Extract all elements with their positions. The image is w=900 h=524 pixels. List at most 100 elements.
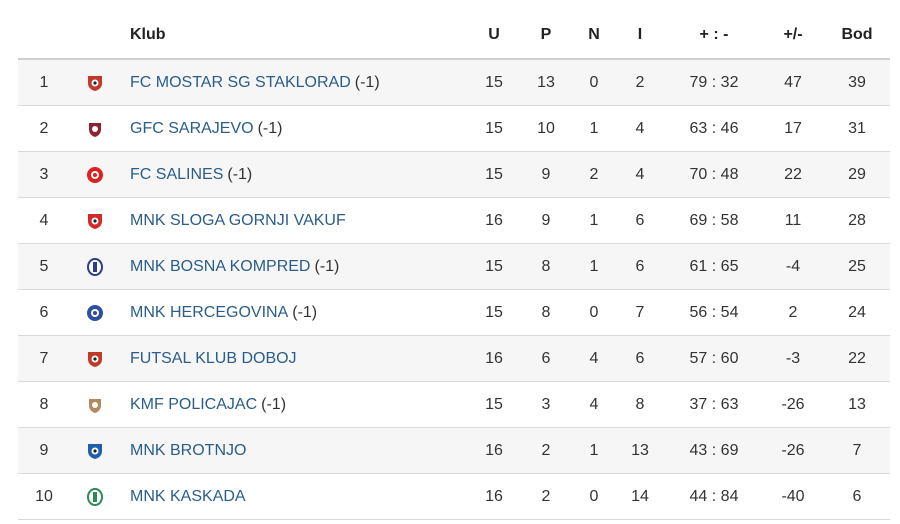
table-row: 2 GFC SARAJEVO (-1) 15 10 1 4 63 : 46 17 31 bbox=[18, 106, 890, 152]
draws: 1 bbox=[589, 257, 599, 275]
table-row: 5 MNK BOSNA KOMPRED (-1) 15 8 1 6 61 : 65 -4 25 bbox=[18, 244, 890, 290]
wins: 9 bbox=[541, 211, 551, 229]
goal-diff: -40 bbox=[781, 487, 805, 505]
goal-diff: 2 bbox=[788, 303, 798, 321]
losses: 6 bbox=[635, 257, 645, 275]
table-row: 3 FC SALINES (-1) 15 9 2 4 70 : 48 22 29 bbox=[18, 152, 890, 198]
played: 15 bbox=[485, 165, 503, 183]
rank: 5 bbox=[39, 257, 49, 275]
goal-diff: 22 bbox=[784, 165, 802, 183]
losses: 4 bbox=[635, 119, 645, 137]
draws: 0 bbox=[589, 487, 599, 505]
point-deduction: (-1) bbox=[227, 165, 253, 183]
losses: 4 bbox=[635, 165, 645, 183]
goals: 79 : 32 bbox=[689, 73, 739, 91]
played: 16 bbox=[485, 211, 503, 229]
club-cell: MNK BOSNA KOMPRED (-1) bbox=[130, 244, 470, 289]
goals: 44 : 84 bbox=[689, 487, 739, 505]
club-logo bbox=[82, 198, 108, 243]
rank: 2 bbox=[39, 119, 49, 137]
played: 15 bbox=[485, 73, 503, 91]
point-deduction: (-1) bbox=[292, 303, 318, 321]
draws: 1 bbox=[589, 211, 599, 229]
club-cell: KMF POLICAJAC (-1) bbox=[130, 382, 470, 427]
wins: 8 bbox=[541, 303, 551, 321]
header-club: Klub bbox=[130, 26, 166, 43]
wins: 6 bbox=[541, 349, 551, 367]
points: 25 bbox=[848, 257, 866, 275]
club-logo-icon bbox=[86, 212, 104, 230]
goal-diff: 47 bbox=[784, 73, 802, 91]
club-logo-icon bbox=[86, 304, 104, 322]
goals: 57 : 60 bbox=[689, 349, 739, 367]
draws: 2 bbox=[589, 165, 599, 183]
club-name-link[interactable]: MNK BROTNJO bbox=[130, 441, 247, 459]
wins: 3 bbox=[541, 395, 551, 413]
header-played: U bbox=[488, 26, 500, 43]
played: 15 bbox=[485, 395, 503, 413]
wins: 10 bbox=[537, 119, 555, 137]
club-name-link[interactable]: MNK BOSNA KOMPRED bbox=[130, 257, 311, 275]
draws: 0 bbox=[589, 303, 599, 321]
club-name-link[interactable]: FC MOSTAR SG STAKLORAD bbox=[130, 73, 351, 91]
header-goals: + : - bbox=[699, 26, 729, 43]
club-logo bbox=[82, 382, 108, 427]
goal-diff: 11 bbox=[784, 211, 802, 229]
goals: 70 : 48 bbox=[689, 165, 739, 183]
rank: 1 bbox=[39, 73, 49, 91]
club-logo bbox=[82, 106, 108, 151]
losses: 6 bbox=[635, 349, 645, 367]
club-name-link[interactable]: KMF POLICAJAC bbox=[130, 395, 258, 413]
points: 13 bbox=[848, 395, 866, 413]
losses: 14 bbox=[631, 487, 649, 505]
point-deduction: (-1) bbox=[314, 257, 340, 275]
club-name-link[interactable]: MNK KASKADA bbox=[130, 487, 246, 505]
club-logo-icon bbox=[86, 120, 104, 138]
header-wins: P bbox=[540, 26, 552, 43]
club-logo-icon bbox=[86, 487, 104, 506]
rank: 8 bbox=[39, 395, 49, 413]
goals: 37 : 63 bbox=[689, 395, 739, 413]
club-name-link[interactable]: GFC SARAJEVO bbox=[130, 119, 254, 137]
club-cell: MNK SLOGA GORNJI VAKUF bbox=[130, 198, 470, 243]
played: 16 bbox=[485, 349, 503, 367]
club-logo bbox=[82, 474, 108, 519]
played: 16 bbox=[485, 441, 503, 459]
points: 24 bbox=[848, 303, 866, 321]
points: 28 bbox=[848, 211, 866, 229]
losses: 13 bbox=[631, 441, 649, 459]
club-logo bbox=[82, 152, 108, 197]
losses: 8 bbox=[635, 395, 645, 413]
table-header: Klub U P N I + : - +/- Bod bbox=[18, 12, 890, 60]
club-cell: GFC SARAJEVO (-1) bbox=[130, 106, 470, 151]
club-cell: FC SALINES (-1) bbox=[130, 152, 470, 197]
wins: 2 bbox=[541, 487, 551, 505]
header-losses: I bbox=[637, 26, 643, 43]
point-deduction: (-1) bbox=[354, 73, 380, 91]
goals: 61 : 65 bbox=[689, 257, 739, 275]
club-name-link[interactable]: FUTSAL KLUB DOBOJ bbox=[130, 349, 297, 367]
club-name-link[interactable]: FC SALINES bbox=[130, 165, 224, 183]
club-logo-icon bbox=[86, 396, 104, 414]
wins: 9 bbox=[541, 165, 551, 183]
wins: 8 bbox=[541, 257, 551, 275]
table-row: 8 KMF POLICAJAC (-1) 15 3 4 8 37 : 63 -26 13 bbox=[18, 382, 890, 428]
club-name-link[interactable]: MNK SLOGA GORNJI VAKUF bbox=[130, 211, 346, 229]
points: 22 bbox=[848, 349, 866, 367]
header-points: Bod bbox=[841, 26, 873, 43]
played: 16 bbox=[485, 487, 503, 505]
table-row: 6 MNK HERCEGOVINA (-1) 15 8 0 7 56 : 54 2 24 bbox=[18, 290, 890, 336]
club-cell: MNK BROTNJO bbox=[130, 428, 470, 473]
rank: 6 bbox=[39, 303, 49, 321]
points: 6 bbox=[852, 487, 862, 505]
draws: 1 bbox=[589, 441, 599, 459]
rank: 7 bbox=[39, 349, 49, 367]
club-logo bbox=[82, 60, 108, 105]
points: 29 bbox=[848, 165, 866, 183]
goal-diff: -26 bbox=[781, 395, 805, 413]
rank: 4 bbox=[39, 211, 49, 229]
goals: 43 : 69 bbox=[689, 441, 739, 459]
club-name-link[interactable]: MNK HERCEGOVINA bbox=[130, 303, 289, 321]
goals: 63 : 46 bbox=[689, 119, 739, 137]
rank: 10 bbox=[35, 487, 53, 505]
